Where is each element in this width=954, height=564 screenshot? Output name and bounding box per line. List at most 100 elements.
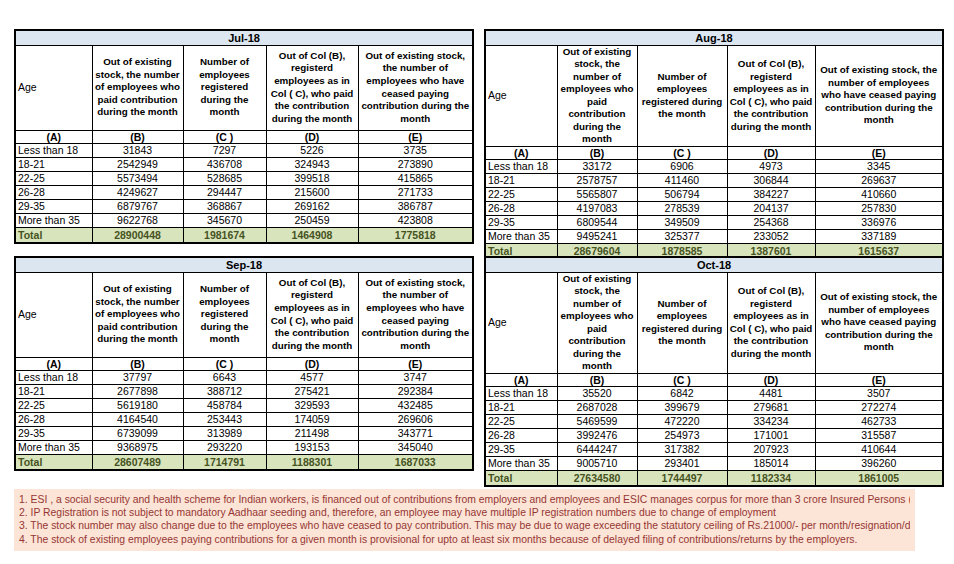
age-band-cell: Less than 18 (15, 143, 92, 157)
value-cell: 5469599 (557, 414, 637, 428)
value-cell: 345040 (358, 440, 473, 454)
value-cell: 254368 (727, 215, 815, 229)
value-cell: 7297 (183, 143, 266, 157)
value-cell: 386787 (358, 199, 473, 213)
value-cell: 6842 (637, 386, 727, 400)
value-cell: 396260 (815, 456, 943, 470)
column-letter: (A) (485, 373, 557, 386)
column-header-age: Age (15, 45, 92, 130)
value-cell: 6739099 (92, 426, 183, 440)
age-band-cell: 29-35 (15, 199, 92, 213)
total-value-cell: 28607489 (92, 454, 183, 470)
age-band-cell: 22-25 (15, 171, 92, 185)
column-letter: (C ) (637, 146, 727, 159)
month-table-sep-18: Sep-18AgeOut of existing stock, the numb… (14, 256, 474, 471)
value-cell: 458784 (183, 398, 266, 412)
total-value-cell: 28900448 (92, 227, 183, 243)
total-row: Total28607489171479111883011687033 (15, 454, 473, 470)
value-cell: 317382 (637, 442, 727, 456)
value-cell: 272274 (815, 400, 943, 414)
value-cell: 528685 (183, 171, 266, 185)
value-cell: 3345 (815, 159, 943, 173)
month-title: Aug-18 (485, 30, 943, 45)
column-header-d: Out of Col (B), registerd employees as i… (266, 272, 358, 357)
month-title: Sep-18 (15, 257, 473, 272)
column-letter: (B) (557, 373, 637, 386)
value-cell: 3992476 (557, 428, 637, 442)
value-cell: 6444247 (557, 442, 637, 456)
footnote-line: 4. The stock of existing employees payin… (19, 533, 910, 546)
age-band-cell: 29-35 (15, 426, 92, 440)
value-cell: 6643 (183, 370, 266, 384)
value-cell: 384227 (727, 187, 815, 201)
total-value-cell: 1981674 (183, 227, 266, 243)
value-cell: 399679 (637, 400, 727, 414)
column-letter: (D) (727, 373, 815, 386)
value-cell: 293220 (183, 440, 266, 454)
age-band-cell: 18-21 (15, 384, 92, 398)
column-header-c: Number of employees registered during th… (183, 272, 266, 357)
value-cell: 423808 (358, 213, 473, 227)
value-cell: 4249627 (92, 185, 183, 199)
value-cell: 324943 (266, 157, 358, 171)
column-header-c: Number of employees registered during th… (637, 45, 727, 146)
data-table: Oct-18AgeOut of existing stock, the numb… (484, 256, 944, 487)
column-letter: (D) (727, 146, 815, 159)
month-title: Jul-18 (15, 30, 473, 45)
total-value-cell: 1775818 (358, 227, 473, 243)
value-cell: 3747 (358, 370, 473, 384)
value-cell: 306844 (727, 173, 815, 187)
value-cell: 411460 (637, 173, 727, 187)
total-value-cell: 1744497 (637, 470, 727, 486)
column-letter: (E) (815, 146, 943, 159)
age-band-cell: 18-21 (15, 157, 92, 171)
value-cell: 472220 (637, 414, 727, 428)
column-header-b: Out of existing stock, the number of emp… (557, 272, 637, 373)
value-cell: 415865 (358, 171, 473, 185)
column-header-d: Out of Col (B), registerd employees as i… (727, 272, 815, 373)
table-row: 22-255565807506794384227410660 (485, 187, 943, 201)
value-cell: 343771 (358, 426, 473, 440)
total-label-cell: Total (15, 227, 92, 243)
column-header-c: Number of employees registered during th… (183, 45, 266, 130)
value-cell: 171001 (727, 428, 815, 442)
age-band-cell: Less than 18 (15, 370, 92, 384)
value-cell: 506794 (637, 187, 727, 201)
value-cell: 185014 (727, 456, 815, 470)
age-band-cell: 18-21 (485, 173, 557, 187)
value-cell: 269162 (266, 199, 358, 213)
column-letter: (B) (92, 357, 183, 370)
column-header-e: Out of existing stock, the number of emp… (815, 45, 943, 146)
age-band-cell: Less than 18 (485, 159, 557, 173)
value-cell: 37797 (92, 370, 183, 384)
value-cell: 315587 (815, 428, 943, 442)
column-header-b: Out of existing stock, the number of emp… (92, 272, 183, 357)
value-cell: 368867 (183, 199, 266, 213)
value-cell: 399518 (266, 171, 358, 185)
footnote-line: 3. The stock number may also change due … (19, 519, 910, 532)
table-row: Less than 1833172690649733345 (485, 159, 943, 173)
table-row: Less than 1831843729752263735 (15, 143, 473, 157)
value-cell: 6879767 (92, 199, 183, 213)
column-letter: (E) (815, 373, 943, 386)
value-cell: 2542949 (92, 157, 183, 171)
value-cell: 388712 (183, 384, 266, 398)
total-label-cell: Total (15, 454, 92, 470)
age-band-cell: 18-21 (485, 400, 557, 414)
age-band-cell: 29-35 (485, 442, 557, 456)
data-table: Jul-18AgeOut of existing stock, the numb… (14, 29, 474, 244)
data-table: Sep-18AgeOut of existing stock, the numb… (14, 256, 474, 471)
footnotes-block: 1. ESI , a social security and health sc… (14, 489, 915, 551)
column-header-e: Out of existing stock, the number of emp… (358, 272, 473, 357)
value-cell: 2578757 (557, 173, 637, 187)
age-band-cell: More than 35 (15, 440, 92, 454)
month-title: Oct-18 (485, 257, 943, 272)
age-band-cell: 22-25 (485, 187, 557, 201)
value-cell: 432485 (358, 398, 473, 412)
column-letter: (B) (92, 130, 183, 143)
age-band-cell: 22-25 (485, 414, 557, 428)
age-band-cell: More than 35 (15, 213, 92, 227)
age-band-cell: 26-28 (485, 201, 557, 215)
value-cell: 269606 (358, 412, 473, 426)
column-letter: (C ) (183, 357, 266, 370)
